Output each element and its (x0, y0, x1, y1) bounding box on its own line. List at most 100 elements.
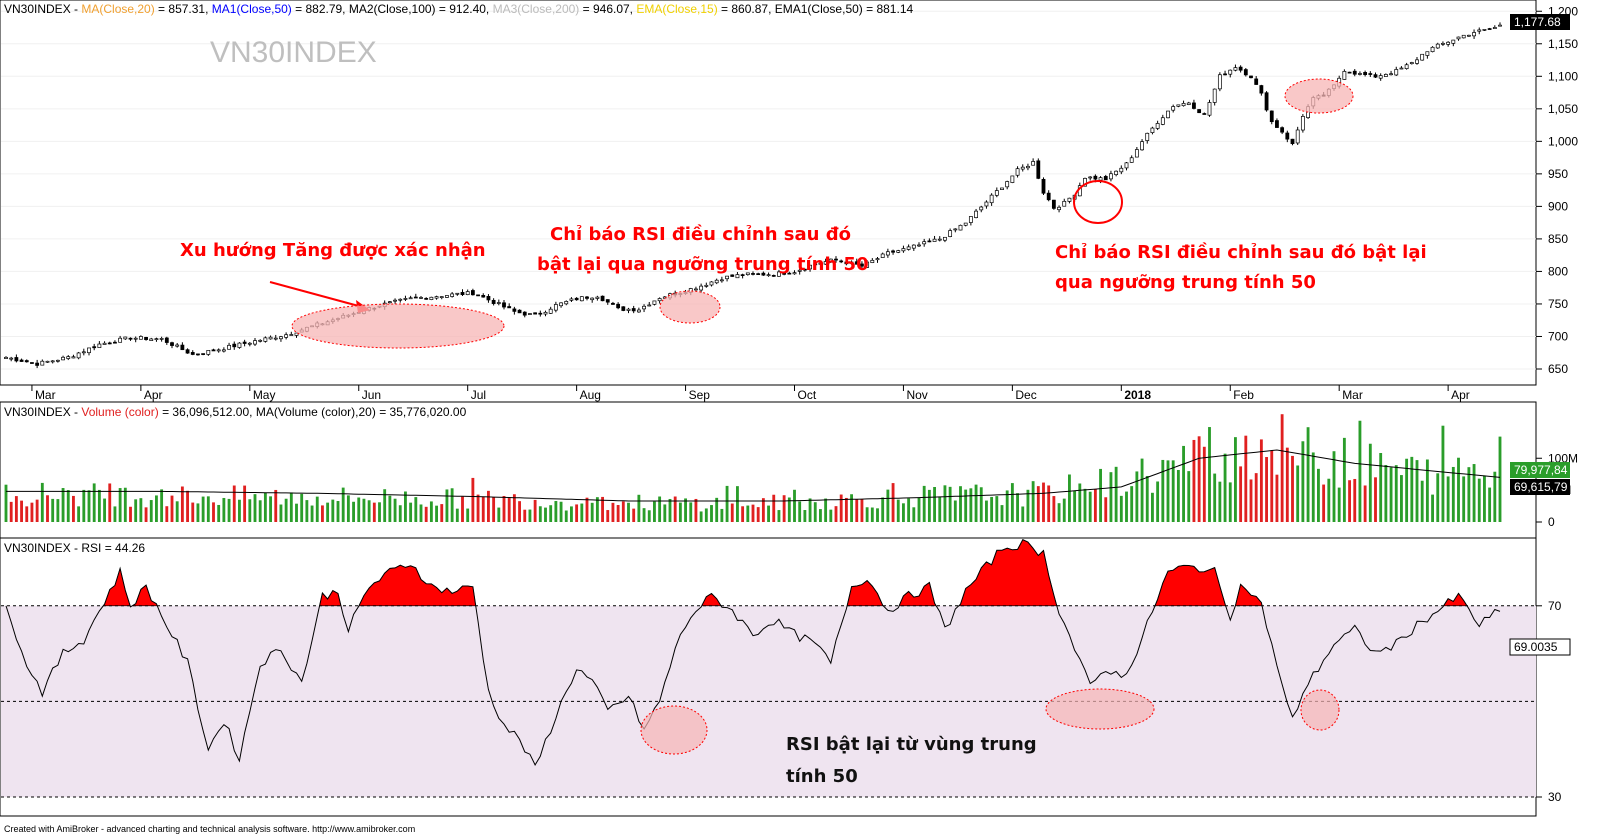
price-candle (1041, 177, 1046, 195)
price-candle (1456, 36, 1461, 41)
volume-bar (1068, 474, 1071, 522)
volume-bar (25, 506, 29, 522)
volume-bar (139, 498, 143, 522)
price-candle (528, 313, 532, 315)
volume-bar (544, 507, 547, 522)
volume-bar (1342, 437, 1346, 522)
price-candle (1275, 118, 1279, 128)
price-candle (1176, 104, 1181, 108)
volume-bar (1363, 485, 1367, 522)
volume-bar (1301, 441, 1305, 522)
price-candle (1342, 69, 1347, 80)
volume-bar (979, 487, 983, 522)
price-panel-header: VN30INDEX - MA(Close,20) = 857.31, MA1(C… (4, 2, 913, 16)
price-tick-label: 900 (1548, 199, 1568, 213)
volume-bar (445, 489, 449, 522)
volume-bar (985, 500, 988, 522)
volume-bar (1477, 478, 1481, 522)
volume-bar (834, 506, 838, 522)
volume-bar (310, 505, 314, 522)
price-tick-label: 800 (1548, 264, 1568, 278)
volume-bar (1322, 484, 1326, 522)
volume-bar (1327, 478, 1331, 522)
price-candle (387, 301, 392, 304)
rsi-tick-label: 70 (1548, 599, 1562, 613)
price-candle (268, 335, 273, 340)
rsi-y-axis: 30 70 (1536, 599, 1562, 804)
price-candle (927, 238, 932, 243)
volume-bar (512, 494, 516, 522)
volume-bar (129, 506, 132, 522)
price-candle (1114, 170, 1119, 177)
volume-bar (1249, 479, 1253, 522)
volume-bar (263, 492, 267, 522)
price-candle (1373, 72, 1378, 79)
volume-bar (1093, 489, 1097, 522)
rsi-reference-lines (1, 605, 1536, 798)
price-candle (1352, 69, 1357, 77)
price-tick-label: 750 (1548, 297, 1568, 311)
volume-bar (289, 492, 293, 522)
volume-bar (1016, 493, 1019, 522)
volume-bar (1088, 491, 1092, 522)
month-label: Nov (906, 388, 927, 402)
volume-bar (559, 501, 563, 522)
volume-bar (56, 499, 60, 522)
volume-bar (673, 496, 677, 522)
price-tick-label: 1,100 (1548, 69, 1578, 83)
price-candle (1010, 175, 1015, 184)
volume-bar (492, 497, 496, 522)
price-candle (559, 302, 563, 308)
annotation-rsi-pullback-2-line1: Chỉ báo RSI điều chỉnh sau đó bật lại (1055, 242, 1427, 263)
volume-bar (388, 495, 392, 522)
volume-bar (974, 484, 978, 522)
volume-bar (404, 491, 407, 522)
price-candle (943, 236, 947, 243)
volume-bar (378, 502, 381, 522)
price-candle (180, 342, 185, 351)
volume-bar (108, 483, 112, 522)
volume-bar (1073, 490, 1077, 522)
price-candle (714, 278, 719, 285)
volume-bar (538, 506, 542, 522)
volume-bar (694, 498, 698, 522)
price-candle (185, 348, 190, 354)
volume-bar (1114, 466, 1118, 522)
volume-bar (684, 498, 687, 522)
volume-bar (440, 504, 444, 522)
volume-bar (481, 496, 485, 522)
price-candle (761, 271, 766, 276)
volume-bar (575, 504, 579, 522)
rsi-overbought-area (1154, 565, 1227, 607)
price-candle (1020, 164, 1025, 172)
volume-bar (103, 498, 106, 522)
price-candle (398, 298, 403, 303)
volume-bar (1156, 481, 1160, 522)
volume-bar (1400, 475, 1403, 522)
volume-bar (969, 488, 973, 522)
price-candle (1129, 155, 1134, 163)
volume-bar (134, 499, 138, 522)
volume-bar (1446, 476, 1450, 522)
price-candle (553, 301, 558, 313)
price-candle (854, 258, 859, 265)
price-candle (1254, 76, 1259, 85)
price-candle (434, 295, 439, 300)
price-candle (590, 297, 595, 303)
price-candle (1482, 29, 1487, 31)
volume-bar (1228, 482, 1232, 522)
price-candle (1451, 39, 1456, 47)
volume-bar (435, 505, 438, 522)
price-candle (429, 296, 434, 301)
price-candle (974, 208, 978, 219)
price-tick-label: 850 (1548, 232, 1568, 246)
volume-bar (149, 500, 153, 522)
price-candle (585, 296, 589, 301)
volume-bar (528, 509, 532, 522)
volume-bar (767, 505, 770, 522)
volume-ma-line (6, 449, 1501, 502)
price-candle (159, 336, 164, 342)
price-candle (782, 272, 787, 276)
price-candle (860, 261, 864, 269)
price-candle (66, 355, 71, 361)
